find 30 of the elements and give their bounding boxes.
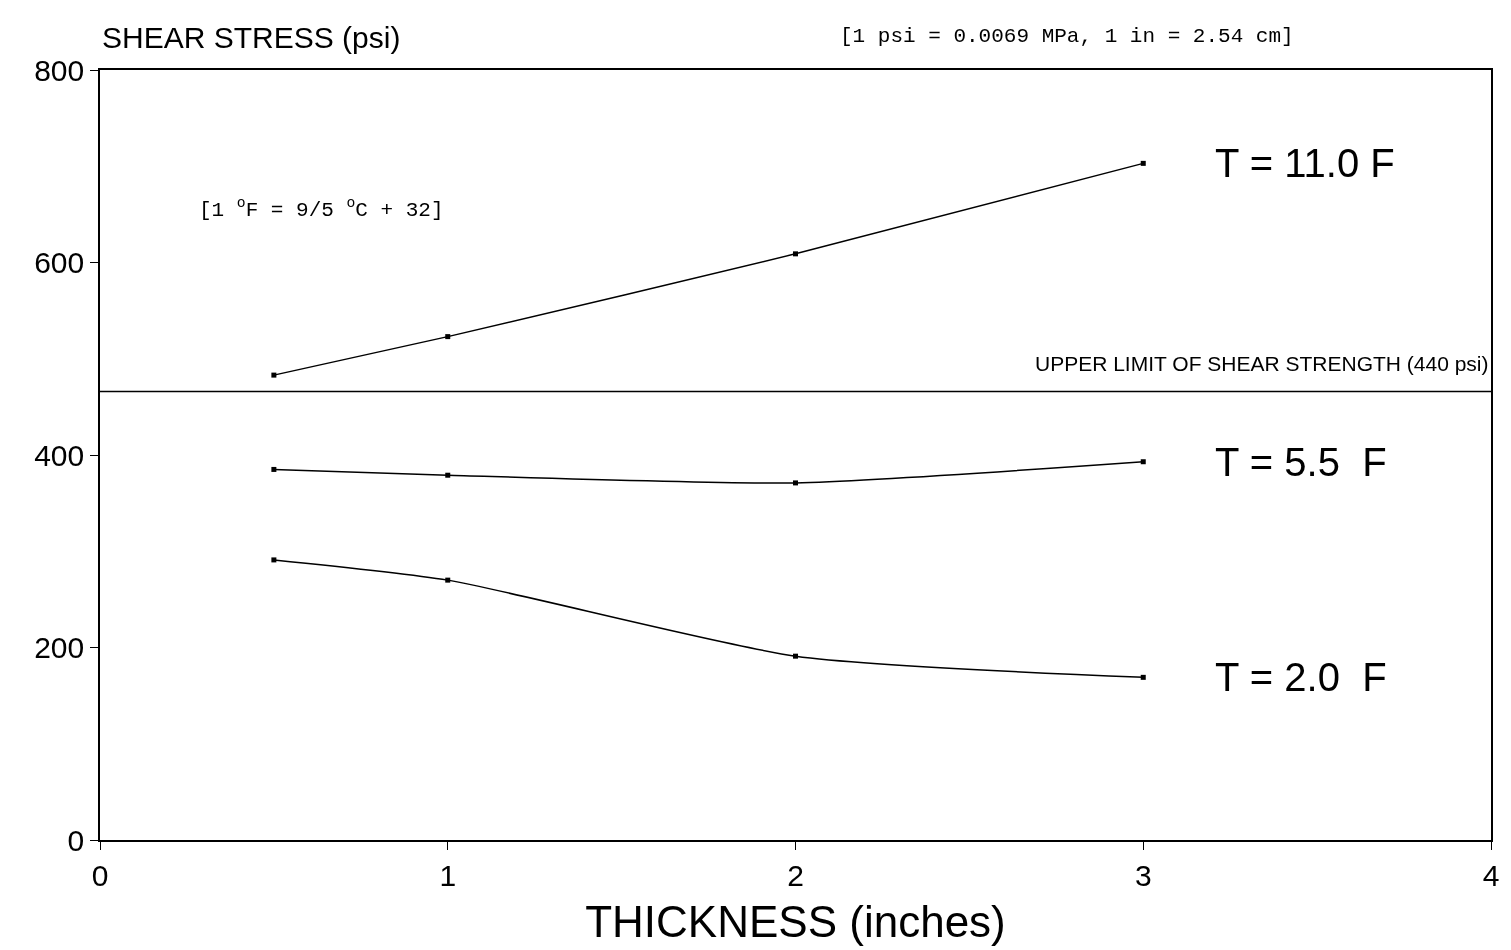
point	[1140, 459, 1146, 465]
point	[445, 334, 451, 340]
point	[793, 653, 798, 659]
x-tick-label: 4	[1482, 858, 1500, 892]
text: [1 psi = 0.0069 MPa, 1 in = 2.54 cm]	[840, 25, 1294, 48]
point	[271, 466, 277, 472]
x-tick-label: 3	[1134, 858, 1152, 892]
annotation: [1 $^{o}$F = 9/5 $^{o}$C + 32]	[199, 195, 444, 222]
point	[1140, 674, 1146, 680]
point	[1140, 160, 1146, 166]
y-tick-label: 0	[67, 823, 85, 857]
y-axis-title: SHEAR STRESS (psi)	[102, 21, 401, 54]
y-tick-label: 400	[34, 438, 85, 472]
point	[271, 372, 277, 378]
x-axis-title: THICKNESS (inches)	[585, 896, 1006, 946]
point	[793, 480, 798, 486]
point	[445, 472, 451, 478]
ref-line-label: UPPER LIMIT OF SHEAR STRENGTH (440 psi)	[1035, 352, 1489, 375]
y-tick-label: 800	[34, 53, 85, 87]
series-label: T = 2.0 F	[1215, 655, 1387, 699]
x-tick-label: 0	[91, 858, 109, 892]
point	[793, 251, 798, 257]
series-label: T = 5.5 F	[1215, 440, 1387, 484]
series-label: T = 11.0 F	[1215, 141, 1395, 185]
point	[445, 577, 451, 583]
x-tick-label: 1	[439, 858, 457, 892]
point	[271, 557, 277, 563]
x-tick-label: 2	[787, 858, 804, 892]
y-tick-label: 600	[34, 246, 85, 279]
y-tick-label: 200	[34, 631, 85, 664]
